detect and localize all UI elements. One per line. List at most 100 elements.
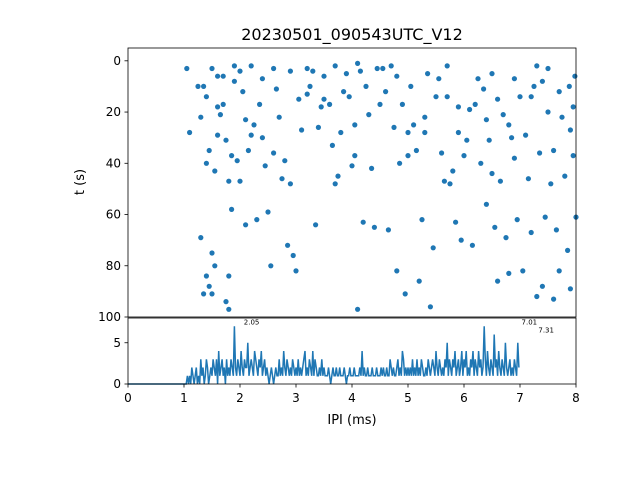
scatter-point [394, 73, 400, 79]
scatter-point [307, 83, 313, 89]
scatter-point [352, 122, 358, 128]
scatter-y-axis-label: t (s) [73, 169, 88, 195]
histogram-x-ticks: 0 1 2 3 4 5 6 7 8 [124, 384, 580, 405]
scatter-y-ticks: 0 20 40 60 80 100 [98, 54, 128, 324]
scatter-point [215, 73, 221, 79]
scatter-point [203, 273, 209, 279]
scatter-point [523, 132, 529, 138]
scatter-point [551, 296, 557, 302]
scatter-point [433, 94, 439, 100]
scatter-point [206, 283, 212, 289]
peak-annotation: 7.01 [522, 318, 538, 326]
scatter-point [332, 63, 338, 69]
scatter-point [430, 245, 436, 251]
scatter-point [559, 114, 565, 120]
scatter-point [394, 268, 400, 274]
scatter-point [335, 173, 341, 179]
scatter-point [486, 137, 492, 143]
scatter-point [212, 168, 218, 174]
scatter-point [388, 63, 394, 69]
scatter-point [492, 224, 498, 230]
scatter-point [481, 86, 487, 92]
scatter-point [503, 235, 509, 241]
scatter-point [212, 263, 218, 269]
scatter-point [271, 65, 277, 72]
y-tick-label: 5 [113, 336, 121, 350]
peak-annotation: 2.05 [244, 318, 260, 326]
scatter-point [321, 73, 327, 79]
scatter-point [497, 178, 503, 184]
x-tick-label: 7 [516, 391, 524, 405]
scatter-point [553, 227, 560, 233]
scatter-point [203, 94, 209, 100]
scatter-point [223, 137, 229, 143]
scatter-point [198, 114, 204, 120]
scatter-point [268, 263, 274, 269]
scatter-point [209, 250, 215, 256]
scatter-point [187, 129, 193, 136]
scatter-point [245, 147, 251, 154]
scatter-axes-frame [127, 47, 577, 318]
scatter-point [411, 122, 417, 128]
y-tick-label: 0 [113, 54, 121, 68]
scatter-point [545, 109, 551, 115]
peak-annotation: 7.31 [538, 327, 554, 335]
scatter-point [341, 89, 347, 95]
scatter-point [201, 291, 207, 297]
scatter-point [198, 235, 204, 241]
scatter-point [570, 153, 576, 159]
scatter-point [467, 106, 473, 113]
scatter-point [293, 268, 299, 274]
scatter-point [444, 94, 450, 100]
scatter-point [565, 247, 571, 253]
scatter-point [254, 217, 260, 223]
scatter-point [287, 68, 293, 74]
scatter-point [511, 76, 517, 82]
x-tick-label: 4 [348, 391, 356, 405]
scatter-point [234, 158, 240, 164]
scatter-point [310, 68, 316, 74]
scatter-points [184, 60, 579, 312]
scatter-point [478, 160, 484, 166]
scatter-point [425, 71, 431, 77]
scatter-point [458, 237, 464, 243]
scatter-point [262, 163, 268, 169]
scatter-point [327, 101, 333, 107]
scatter-point [290, 252, 296, 259]
x-tick-label: 6 [460, 391, 468, 405]
scatter-point [343, 71, 349, 77]
scatter-point [444, 63, 450, 69]
scatter-point [545, 65, 551, 72]
scatter-point [217, 112, 223, 118]
scatter-point [461, 153, 467, 159]
scatter-point [570, 104, 576, 110]
scatter-point [539, 283, 546, 289]
scatter-point [231, 78, 237, 84]
scatter-point [489, 170, 495, 177]
scatter-point [371, 224, 377, 230]
scatter-point [495, 96, 501, 102]
scatter-point [525, 176, 532, 182]
scatter-point [534, 293, 540, 300]
scatter-point [248, 63, 254, 69]
scatter-point [226, 178, 232, 184]
scatter-point [315, 124, 321, 130]
scatter-point [357, 68, 363, 74]
chart-title: 20230501_090543UTC_V12 [241, 25, 463, 45]
scatter-point [304, 91, 310, 97]
scatter-point [380, 65, 386, 72]
scatter-point [506, 122, 512, 128]
scatter-point [509, 135, 515, 141]
scatter-point [427, 304, 433, 310]
histogram-y-ticks: 05 [113, 336, 128, 391]
scatter-point [405, 153, 411, 159]
scatter-point [439, 150, 445, 156]
y-tick-label: 40 [106, 156, 121, 170]
scatter-point [528, 94, 534, 100]
scatter-point [385, 227, 391, 233]
scatter-point [489, 71, 495, 77]
scatter-point [500, 112, 506, 118]
scatter-point [397, 160, 403, 166]
